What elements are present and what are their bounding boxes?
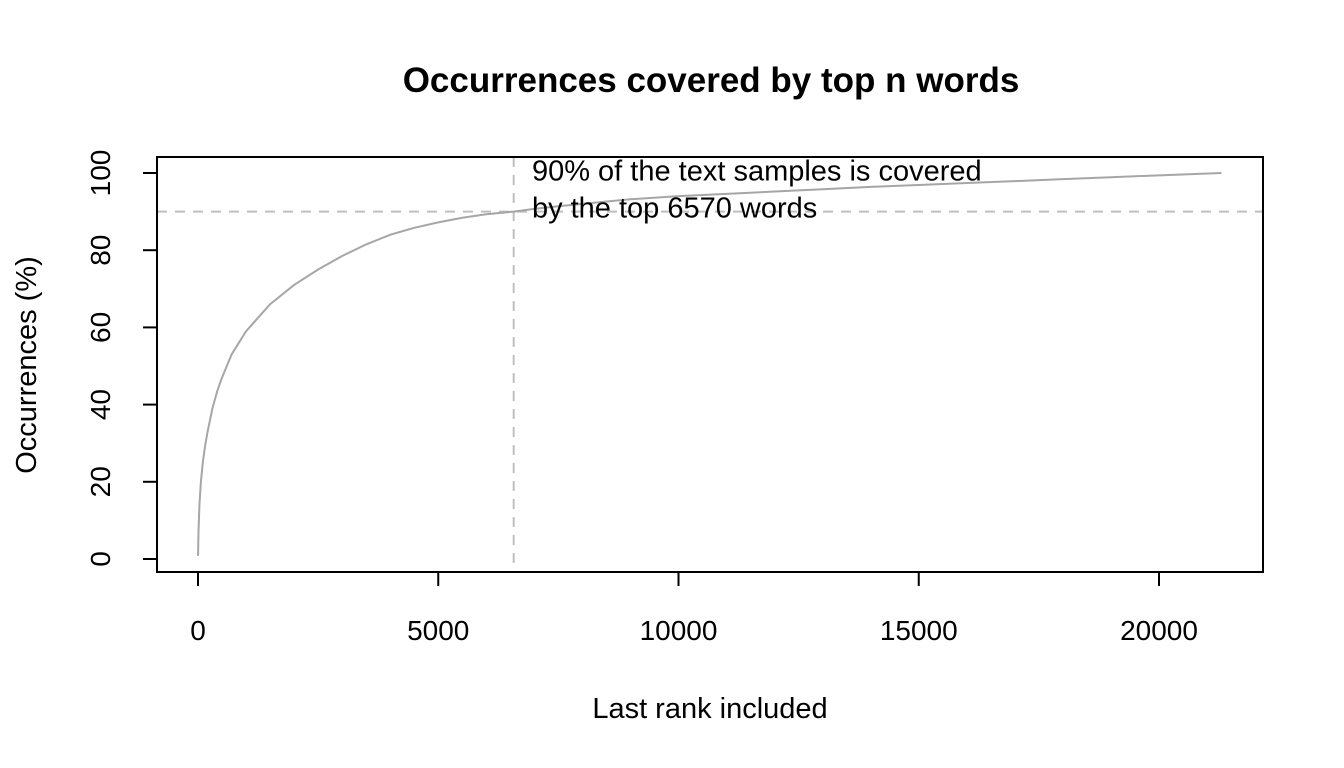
x-tick-label: 15000 xyxy=(880,615,958,646)
x-axis: 0 5000 10000 15000 20000 xyxy=(190,571,1198,646)
y-tick-label: 40 xyxy=(85,389,116,420)
x-axis-label: Last rank included xyxy=(592,693,827,725)
y-tick-label: 80 xyxy=(85,235,116,266)
y-tick-label: 20 xyxy=(85,466,116,497)
y-axis-label: Occurrences (%) xyxy=(11,256,43,474)
x-tick-label: 10000 xyxy=(640,615,718,646)
x-tick-label: 20000 xyxy=(1120,615,1198,646)
series-line-0 xyxy=(197,172,1222,556)
annotation-line-2: by the top 6570 words xyxy=(532,193,817,225)
plot-area xyxy=(157,157,1263,572)
y-tick-label: 0 xyxy=(85,551,116,567)
x-tick-label: 5000 xyxy=(407,615,469,646)
y-tick-label: 100 xyxy=(85,150,116,197)
annotation-line-1: 90% of the text samples is covered xyxy=(532,156,982,188)
x-tick-label: 0 xyxy=(190,615,206,646)
y-tick-label: 60 xyxy=(85,312,116,343)
y-axis: 0 20 40 60 80 100 xyxy=(85,150,158,567)
chart-title: Occurrences covered by top n words xyxy=(403,61,1020,100)
